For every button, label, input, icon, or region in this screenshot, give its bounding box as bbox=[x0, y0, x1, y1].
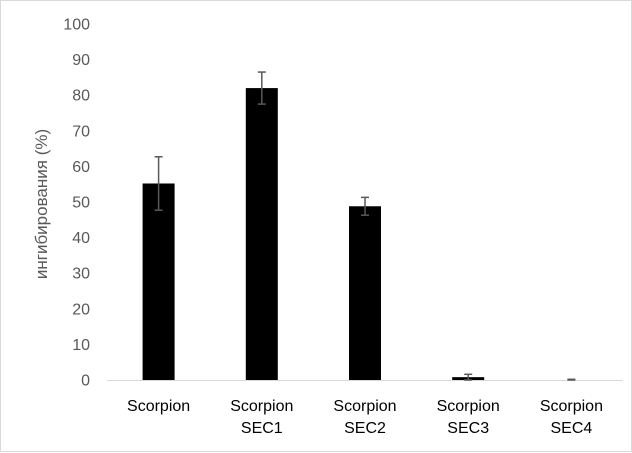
y-tick-label: 100 bbox=[63, 17, 90, 34]
bar bbox=[349, 206, 381, 380]
y-tick-label: 80 bbox=[72, 88, 90, 105]
y-axis-label: ингибирования (%) bbox=[32, 129, 51, 279]
y-tick-label: 60 bbox=[72, 159, 90, 176]
bars bbox=[142, 88, 485, 380]
x-category-label-line: Scorpion bbox=[540, 398, 603, 415]
x-category-label-line: Scorpion bbox=[127, 398, 190, 415]
x-category-label-line: Scorpion bbox=[333, 398, 396, 415]
x-category-label-line: Scorpion bbox=[230, 398, 293, 415]
bar bbox=[142, 183, 175, 380]
y-tick-label: 50 bbox=[72, 195, 90, 212]
error-bars bbox=[154, 71, 576, 381]
x-category-label: Scorpion SEC2 bbox=[333, 398, 396, 437]
x-category-label-line: Scorpion bbox=[437, 398, 500, 415]
bar bbox=[245, 88, 278, 380]
y-tick-label: 40 bbox=[72, 230, 90, 247]
y-tick-label: 10 bbox=[72, 337, 90, 354]
y-tick-label: 90 bbox=[72, 52, 90, 69]
y-tick-labels: 0 10 20 30 40 50 60 70 80 90 100 bbox=[63, 17, 90, 390]
x-category-label: Scorpion SEC4 bbox=[540, 398, 603, 437]
x-category-label-line: SEC2 bbox=[344, 420, 386, 437]
y-tick-label: 0 bbox=[81, 373, 90, 390]
x-category-label-line: SEC4 bbox=[551, 420, 593, 437]
y-tick-label: 30 bbox=[72, 266, 90, 283]
y-tick-label: 20 bbox=[72, 301, 90, 318]
y-tick-label: 70 bbox=[72, 123, 90, 140]
x-category-label: Scorpion SEC3 bbox=[437, 398, 500, 437]
x-category-label: Scorpion SEC1 bbox=[230, 398, 293, 437]
x-category-label: Scorpion bbox=[127, 398, 190, 415]
x-category-label-line: SEC1 bbox=[241, 420, 283, 437]
x-category-label-line: SEC3 bbox=[447, 420, 489, 437]
